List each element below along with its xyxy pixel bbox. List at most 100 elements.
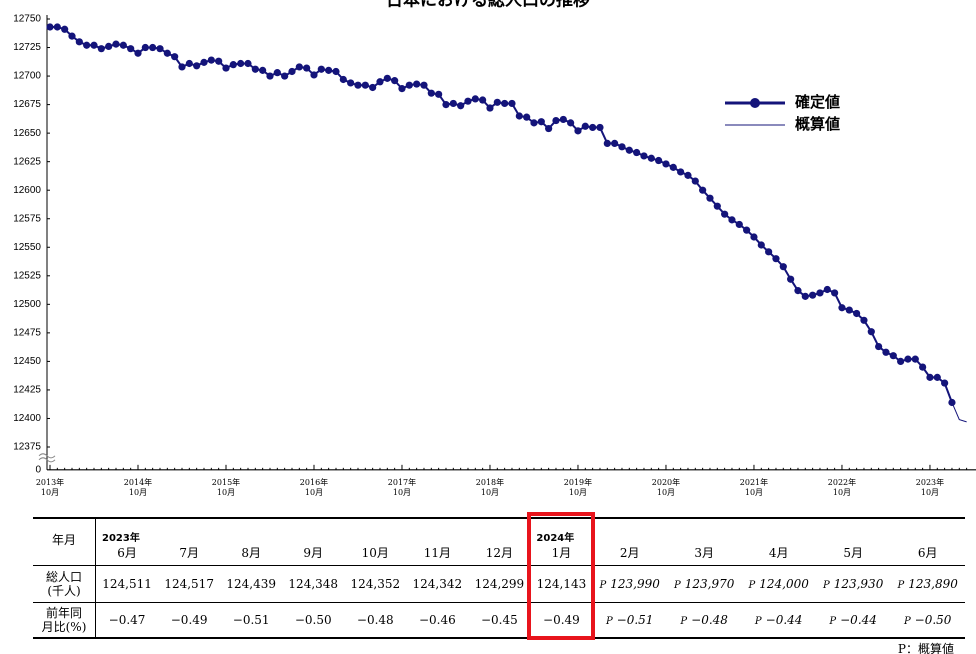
month-cell: 10月: [344, 518, 407, 566]
data-point: [743, 226, 751, 234]
data-point: [640, 152, 648, 160]
cell-value: 123,990: [610, 577, 660, 591]
cell-value: −0.44: [765, 613, 803, 627]
data-point: [383, 74, 391, 82]
legend-marker: [750, 98, 760, 108]
data-point: [515, 112, 523, 120]
data-table: 年月 2023年 6月 7月 8月 9月 10月 11月 12月 2024年 1月 2月 3月 4月 5月 6…: [33, 517, 965, 639]
data-point: [699, 186, 707, 194]
table-cell: P −0.44: [816, 603, 890, 639]
data-point: [163, 49, 171, 57]
data-point: [156, 45, 164, 53]
table-cell: 124,511: [95, 565, 159, 603]
data-point: [933, 373, 941, 381]
table-cell: −0.46: [406, 603, 468, 639]
y-tick-label: 12700: [13, 71, 41, 82]
table-cell: P −0.50: [890, 603, 965, 639]
data-point: [105, 42, 113, 50]
data-point: [215, 57, 223, 65]
month-label: 8月: [241, 546, 262, 560]
y-tick-label: 12675: [13, 99, 41, 110]
data-point: [633, 148, 641, 157]
data-point: [669, 163, 677, 171]
month-cell: 9月: [282, 518, 345, 566]
data-point: [46, 23, 54, 31]
data-point: [618, 143, 626, 151]
y-tick-label: 12450: [13, 356, 41, 367]
data-point: [772, 255, 780, 263]
table-cell: −0.45: [468, 603, 530, 639]
table-cell: −0.49: [158, 603, 220, 639]
year-label: 2023年: [102, 533, 140, 544]
data-point: [537, 118, 545, 126]
provisional-mark: P: [680, 616, 688, 627]
month-cell: 2024年 1月: [530, 518, 593, 566]
table-cell: 124,517: [158, 565, 221, 603]
table-cell: −0.49: [530, 603, 592, 639]
highlight-box: [527, 512, 596, 640]
month-label: 6月: [117, 546, 137, 560]
data-point: [119, 41, 127, 49]
data-point: [90, 41, 98, 49]
table-cell: 124,348: [282, 565, 345, 603]
data-point: [787, 275, 795, 283]
legend-label: 概算値: [795, 115, 840, 133]
series-line: [951, 402, 967, 423]
data-point: [889, 352, 897, 360]
y-tick-label: 12575: [13, 213, 41, 224]
data-point: [530, 119, 538, 127]
data-point: [875, 342, 883, 351]
data-point: [684, 171, 692, 179]
data-point: [589, 123, 597, 132]
y-tick-label: 12600: [13, 185, 41, 196]
y-tick-label: 12375: [13, 442, 41, 453]
data-point: [721, 210, 729, 218]
cell-value: −0.44: [840, 613, 877, 627]
table-cell: 124,439: [220, 565, 283, 603]
table-cell: P 123,990: [592, 565, 667, 603]
data-point: [567, 119, 575, 127]
data-point: [911, 355, 919, 363]
cell-value: −0.49: [170, 613, 208, 627]
data-point: [273, 69, 281, 77]
x-tick-label: 2020年 10月: [651, 478, 681, 497]
data-point: [904, 355, 912, 363]
data-point: [611, 139, 619, 148]
data-point: [897, 357, 905, 365]
data-point: [779, 263, 787, 271]
data-point: [61, 25, 69, 33]
data-point: [141, 43, 149, 52]
data-point: [486, 104, 494, 112]
y-tick-label: 12425: [13, 385, 41, 396]
cell-value: 123,890: [908, 577, 958, 591]
data-point: [171, 53, 179, 61]
month-cell: 8月: [220, 518, 283, 566]
data-point: [809, 291, 817, 299]
month-cell: 4月: [741, 518, 816, 566]
header-row: 年月 2023年 6月 7月 8月 9月 10月 11月 12月 2024年 1月 2月 3月 4月 5月 6…: [33, 518, 965, 566]
data-point: [581, 122, 589, 130]
data-point: [354, 81, 362, 89]
table-cell: 124,143: [530, 565, 593, 603]
data-point: [53, 23, 61, 31]
month-cell: 12月: [468, 518, 531, 566]
data-point: [244, 59, 252, 68]
row-label: 前年同 月比(%): [33, 602, 96, 638]
data-point: [237, 59, 245, 68]
provisional-mark: P: [674, 580, 681, 591]
data-point: [127, 45, 135, 53]
data-point: [325, 66, 333, 74]
table-cell: 124,342: [406, 565, 469, 603]
data-point: [706, 194, 714, 202]
month-cell: 3月: [666, 518, 742, 566]
cell-value: 124,000: [759, 577, 809, 591]
data-point: [471, 95, 479, 103]
data-point: [838, 304, 846, 312]
data-point: [750, 233, 758, 241]
table-cell: 124,299: [468, 565, 531, 603]
x-tick-label: 2016年 10月: [299, 478, 329, 497]
data-point: [310, 71, 318, 79]
provisional-mark: P: [897, 580, 905, 591]
data-point: [552, 116, 560, 125]
data-point: [251, 65, 259, 73]
